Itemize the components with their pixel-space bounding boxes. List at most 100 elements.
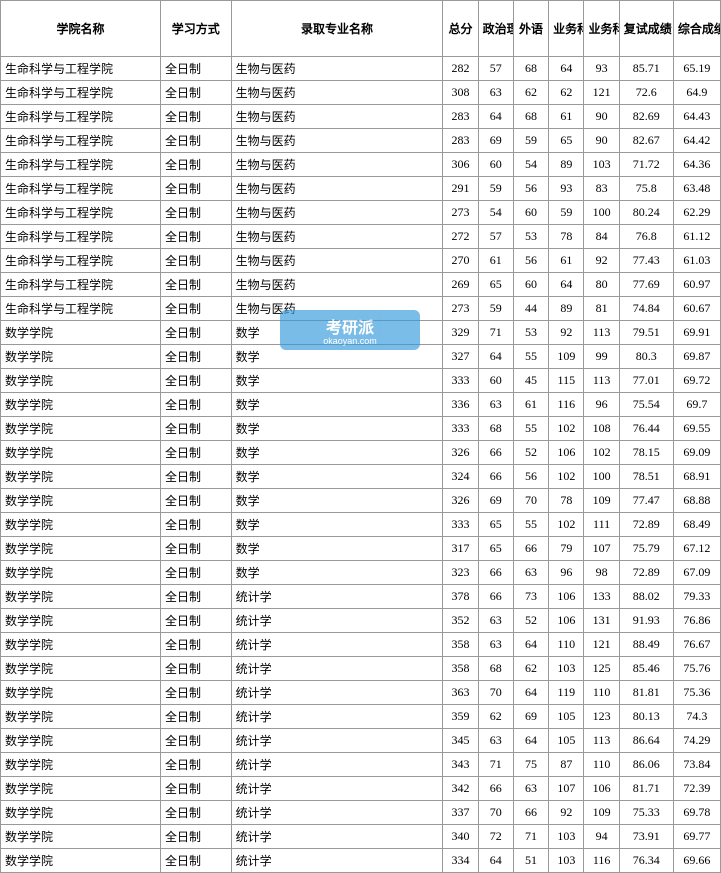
cell-foreign: 60	[513, 201, 548, 225]
cell-foreign: 61	[513, 393, 548, 417]
header-subj1: 业务科1	[549, 1, 584, 57]
cell-total: 359	[443, 705, 478, 729]
cell-college: 数学学院	[1, 801, 161, 825]
cell-mode: 全日制	[161, 801, 232, 825]
cell-retest: 82.67	[619, 129, 673, 153]
cell-overall: 61.12	[673, 225, 720, 249]
cell-subj2: 113	[584, 321, 619, 345]
table-row: 数学学院全日制统计学34371758711086.0673.84	[1, 753, 721, 777]
table-row: 数学学院全日制数学324665610210078.5168.91	[1, 465, 721, 489]
cell-mode: 全日制	[161, 633, 232, 657]
cell-subj1: 102	[549, 417, 584, 441]
cell-college: 生命科学与工程学院	[1, 201, 161, 225]
table-row: 数学学院全日制统计学352635210613191.9376.86	[1, 609, 721, 633]
cell-overall: 68.91	[673, 465, 720, 489]
table-row: 生命科学与工程学院全日制生物与医药2836959659082.6764.42	[1, 129, 721, 153]
cell-retest: 72.6	[619, 81, 673, 105]
cell-subj1: 78	[549, 489, 584, 513]
cell-subj2: 113	[584, 369, 619, 393]
cell-retest: 80.13	[619, 705, 673, 729]
cell-mode: 全日制	[161, 441, 232, 465]
cell-major: 统计学	[231, 753, 443, 777]
cell-major: 统计学	[231, 609, 443, 633]
cell-major: 数学	[231, 465, 443, 489]
cell-foreign: 53	[513, 225, 548, 249]
table-row: 生命科学与工程学院全日制生物与医药2725753788476.861.12	[1, 225, 721, 249]
cell-overall: 76.67	[673, 633, 720, 657]
cell-college: 生命科学与工程学院	[1, 129, 161, 153]
cell-subj2: 99	[584, 345, 619, 369]
cell-foreign: 55	[513, 513, 548, 537]
cell-foreign: 75	[513, 753, 548, 777]
admissions-table: 学院名称 学习方式 录取专业名称 总分 政治理论 外语 业务科1 业务科1 复试…	[0, 0, 721, 873]
cell-college: 数学学院	[1, 417, 161, 441]
table-row: 生命科学与工程学院全日制生物与医药2915956938375.863.48	[1, 177, 721, 201]
cell-foreign: 64	[513, 681, 548, 705]
cell-major: 统计学	[231, 801, 443, 825]
cell-retest: 86.06	[619, 753, 673, 777]
cell-major: 数学	[231, 393, 443, 417]
cell-total: 306	[443, 153, 478, 177]
cell-subj2: 133	[584, 585, 619, 609]
cell-foreign: 60	[513, 273, 548, 297]
cell-retest: 75.79	[619, 537, 673, 561]
cell-mode: 全日制	[161, 273, 232, 297]
cell-mode: 全日制	[161, 729, 232, 753]
cell-overall: 61.03	[673, 249, 720, 273]
table-row: 数学学院全日制数学333604511511377.0169.72	[1, 369, 721, 393]
cell-major: 生物与医药	[231, 273, 443, 297]
cell-college: 数学学院	[1, 369, 161, 393]
cell-total: 273	[443, 201, 478, 225]
table-row: 数学学院全日制统计学34072711039473.9169.77	[1, 825, 721, 849]
table-row: 数学学院全日制数学32669707810977.4768.88	[1, 489, 721, 513]
cell-subj1: 106	[549, 609, 584, 633]
cell-politics: 66	[478, 585, 513, 609]
cell-college: 生命科学与工程学院	[1, 297, 161, 321]
cell-major: 数学	[231, 417, 443, 441]
table-row: 数学学院全日制数学333685510210876.4469.55	[1, 417, 721, 441]
cell-mode: 全日制	[161, 129, 232, 153]
cell-foreign: 62	[513, 81, 548, 105]
cell-overall: 65.19	[673, 57, 720, 81]
cell-politics: 65	[478, 513, 513, 537]
table-row: 生命科学与工程学院全日制生物与医药2735944898174.8460.67	[1, 297, 721, 321]
cell-subj2: 100	[584, 201, 619, 225]
header-mode: 学习方式	[161, 1, 232, 57]
cell-subj2: 113	[584, 729, 619, 753]
cell-total: 272	[443, 225, 478, 249]
cell-major: 数学	[231, 369, 443, 393]
cell-total: 333	[443, 513, 478, 537]
cell-overall: 69.91	[673, 321, 720, 345]
cell-subj1: 102	[549, 465, 584, 489]
cell-foreign: 56	[513, 249, 548, 273]
cell-subj2: 92	[584, 249, 619, 273]
cell-mode: 全日制	[161, 369, 232, 393]
cell-foreign: 56	[513, 177, 548, 201]
table-row: 数学学院全日制统计学363706411911081.8175.36	[1, 681, 721, 705]
cell-major: 统计学	[231, 585, 443, 609]
cell-major: 统计学	[231, 849, 443, 873]
cell-mode: 全日制	[161, 465, 232, 489]
cell-total: 358	[443, 633, 478, 657]
table-row: 生命科学与工程学院全日制生物与医药2706156619277.4361.03	[1, 249, 721, 273]
cell-total: 270	[443, 249, 478, 273]
cell-foreign: 52	[513, 609, 548, 633]
cell-college: 数学学院	[1, 561, 161, 585]
cell-subj2: 108	[584, 417, 619, 441]
cell-college: 数学学院	[1, 729, 161, 753]
cell-overall: 79.33	[673, 585, 720, 609]
header-college: 学院名称	[1, 1, 161, 57]
cell-total: 308	[443, 81, 478, 105]
cell-retest: 78.15	[619, 441, 673, 465]
cell-subj1: 61	[549, 249, 584, 273]
cell-overall: 69.66	[673, 849, 720, 873]
cell-subj2: 90	[584, 129, 619, 153]
cell-overall: 63.48	[673, 177, 720, 201]
cell-subj2: 110	[584, 753, 619, 777]
cell-politics: 64	[478, 849, 513, 873]
cell-subj1: 105	[549, 729, 584, 753]
cell-subj1: 78	[549, 225, 584, 249]
cell-politics: 66	[478, 441, 513, 465]
cell-subj2: 90	[584, 105, 619, 129]
cell-total: 326	[443, 441, 478, 465]
